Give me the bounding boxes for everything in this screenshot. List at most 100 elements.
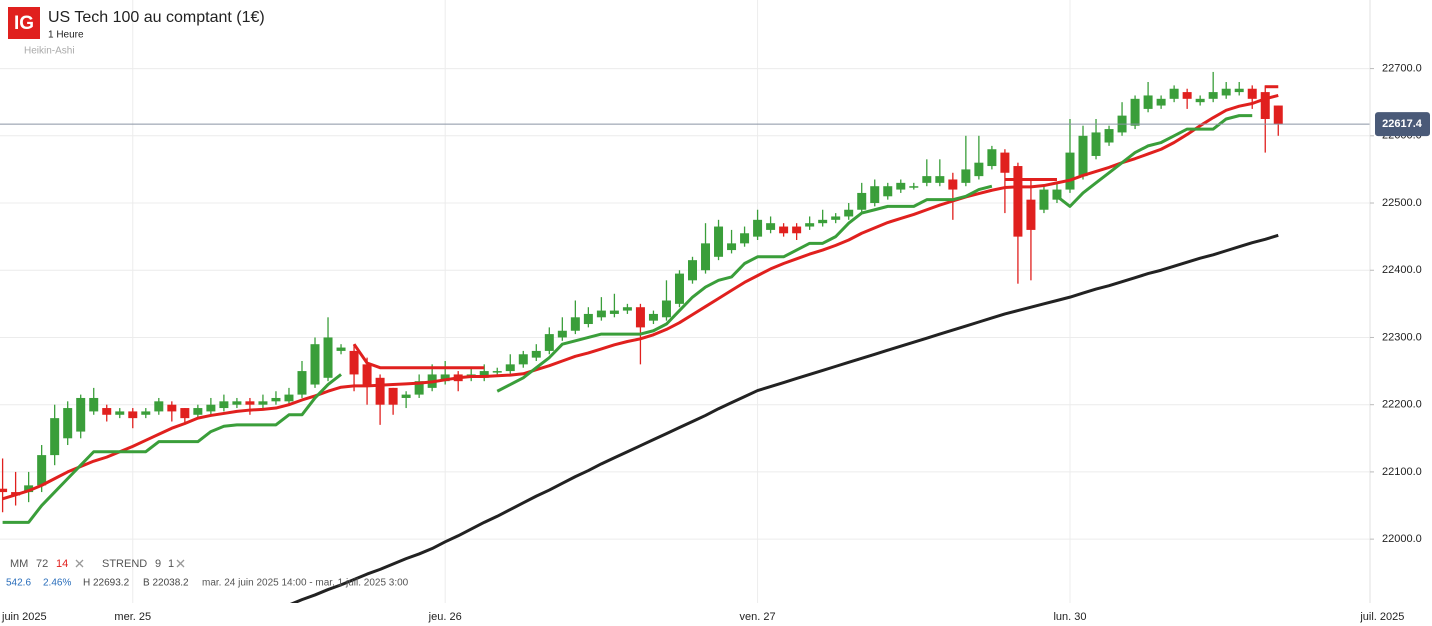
indicator-line xyxy=(496,184,993,393)
change: 542.6 xyxy=(6,578,31,589)
candle-body xyxy=(896,182,906,190)
candle-body xyxy=(492,371,502,373)
candle-body xyxy=(531,350,541,358)
candle-body xyxy=(518,354,528,365)
candle-body xyxy=(1169,88,1179,99)
candle-body xyxy=(1052,189,1062,200)
indicator-line xyxy=(2,94,1279,501)
candle-body xyxy=(831,216,841,220)
candle-body xyxy=(349,350,359,375)
candle-body xyxy=(193,408,203,415)
candle-body xyxy=(557,330,567,338)
candle-body xyxy=(909,186,919,188)
candle-body xyxy=(206,404,216,412)
candle-body xyxy=(609,310,619,314)
logo: IG xyxy=(14,13,34,34)
x-tick-label: mer. 25 xyxy=(114,611,151,623)
candle-body xyxy=(375,377,385,405)
indicator-param: 1 xyxy=(168,558,174,570)
candle-body xyxy=(63,408,73,439)
candle-body xyxy=(1000,152,1010,173)
candle-body xyxy=(1091,132,1101,156)
high: H 22693.2 xyxy=(83,578,130,589)
close-icon[interactable] xyxy=(176,559,185,568)
candle-body xyxy=(271,397,281,402)
candle-body xyxy=(362,364,372,385)
candle-body xyxy=(948,179,958,190)
plot-area xyxy=(0,71,1370,603)
y-tick-label: 22200.0 xyxy=(1382,399,1422,411)
candle-body xyxy=(24,485,34,493)
candle-body xyxy=(414,381,424,395)
candle-body xyxy=(674,273,684,304)
candle-body xyxy=(310,344,320,385)
candle-body xyxy=(987,149,997,167)
candle-body xyxy=(622,307,632,311)
candle-body xyxy=(102,408,112,415)
candle-body xyxy=(596,310,606,318)
candle-body xyxy=(1065,152,1075,190)
candle-body xyxy=(401,394,411,398)
candle-body xyxy=(1234,88,1244,93)
candle-body xyxy=(141,411,151,415)
candle-body xyxy=(1143,95,1153,109)
indicator-param: 9 xyxy=(155,558,161,570)
candle-body xyxy=(128,411,138,419)
candle-body xyxy=(974,162,984,177)
candle-body xyxy=(505,364,515,372)
candle-body xyxy=(89,397,99,412)
low: B 22038.2 xyxy=(143,578,189,589)
candle-body xyxy=(961,169,971,183)
candle-body xyxy=(922,176,932,183)
candle-body xyxy=(766,223,776,230)
candle-body xyxy=(297,371,307,395)
candle-body xyxy=(792,226,802,234)
candle-body xyxy=(570,317,580,331)
candle-body xyxy=(935,176,945,183)
candle-body xyxy=(661,300,671,318)
axes: 22000.0 22100.0 22200.0 22300.0 22400.0 22500… xyxy=(1,62,1430,623)
candle-body xyxy=(753,219,763,237)
candle-body xyxy=(1221,88,1231,96)
candle-body xyxy=(76,397,86,432)
interval: 1 Heure xyxy=(48,30,84,41)
candle-body xyxy=(1208,92,1218,99)
candle-body xyxy=(1156,98,1166,106)
candle-body xyxy=(284,394,294,402)
legend-entry: 14 xyxy=(56,558,68,570)
indicator-label: MM xyxy=(10,558,28,570)
candle-body xyxy=(583,313,593,325)
candle-body xyxy=(232,401,242,405)
candle-body xyxy=(727,243,737,251)
candle-body xyxy=(1039,189,1049,210)
change-pct: 2.46% xyxy=(43,578,71,589)
candle-body xyxy=(544,334,554,351)
x-tick-label: juin 2025 xyxy=(1,611,47,623)
x-tick-label: jeu. 26 xyxy=(428,611,462,623)
candle-body xyxy=(714,226,724,257)
y-tick-label: 22100.0 xyxy=(1382,466,1422,478)
y-tick-label: 22400.0 xyxy=(1382,264,1422,276)
last-price-tag xyxy=(1375,112,1430,137)
candle-body xyxy=(1026,199,1036,230)
candle-body xyxy=(1247,88,1257,99)
candle-body xyxy=(180,408,190,419)
candle-body xyxy=(1078,135,1088,177)
close-icon[interactable] xyxy=(75,559,84,568)
candle-body xyxy=(1273,105,1283,125)
y-tick-label: 22300.0 xyxy=(1382,331,1422,343)
candle-body xyxy=(635,307,645,328)
y-tick-label: 22700.0 xyxy=(1382,62,1422,74)
last-price-label: 22617.4 xyxy=(1382,118,1423,130)
candle-body xyxy=(779,226,789,234)
candle-body xyxy=(219,401,229,409)
candle-body xyxy=(870,186,880,204)
candle-body xyxy=(701,243,711,271)
indicator-line xyxy=(2,373,342,524)
candle-body xyxy=(154,401,164,412)
candle-body xyxy=(805,223,815,227)
candle-body xyxy=(50,418,60,456)
y-tick-label: 22500.0 xyxy=(1382,197,1422,209)
